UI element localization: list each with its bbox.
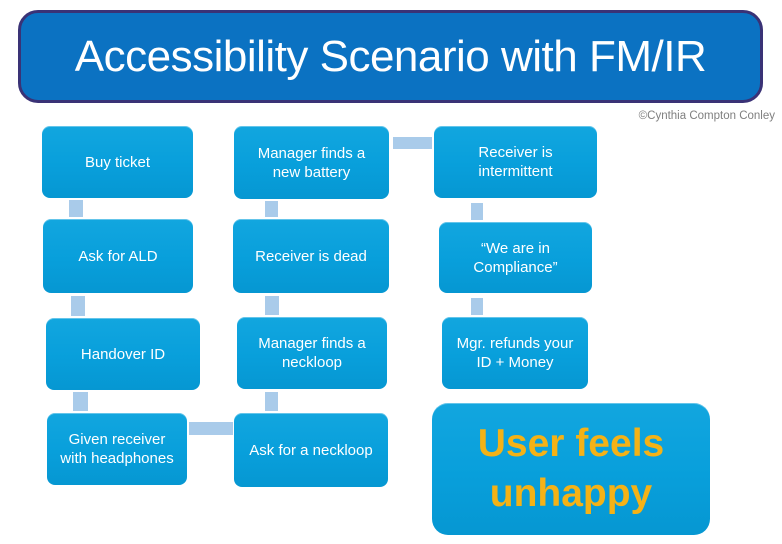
connector-col2-3-4 (265, 392, 278, 411)
flow-node-handover-id: Handover ID (46, 318, 200, 390)
node-label: Mgr. refunds your ID + Money (456, 335, 574, 371)
connector-col1-to-col2-bottom (189, 422, 233, 435)
node-label: Manager finds a new battery (257, 144, 366, 181)
node-label: Receiver is intermittent (478, 144, 553, 180)
node-label: Ask for a neckloop (249, 441, 373, 459)
flow-node-ask-for-neckloop: Ask for a neckloop (234, 413, 388, 487)
flow-node-buy-ticket: Buy ticket (42, 126, 193, 198)
connector-col3-2-3 (471, 298, 483, 315)
connector-col1-3-4 (73, 392, 88, 411)
connector-col2-to-col3-top (393, 137, 432, 149)
connector-col1-2-3 (71, 296, 85, 316)
flow-node-receiver-intermittent: Receiver is intermittent (434, 126, 597, 198)
title-banner: Accessibility Scenario with FM/IR (18, 10, 763, 103)
connector-col2-2-3 (265, 296, 279, 315)
flow-node-ask-for-ald: Ask for ALD (43, 219, 193, 293)
node-label: Buy ticket (84, 153, 151, 171)
flow-node-mgr-refunds: Mgr. refunds your ID + Money (442, 317, 588, 389)
node-label: Receiver is dead (255, 247, 367, 265)
flow-node-we-are-in-compliance: “We are in Compliance” (439, 222, 592, 293)
flow-node-user-feels-unhappy: User feels unhappy (432, 403, 710, 535)
slide-title: Accessibility Scenario with FM/IR (74, 31, 707, 81)
flow-node-receiver-is-dead: Receiver is dead (233, 219, 389, 293)
flow-node-given-receiver: Given receiver with headphones (47, 413, 187, 485)
node-label: Given receiver with headphones (60, 431, 174, 467)
connector-col2-1-2 (265, 201, 278, 217)
flow-node-manager-finds-neckloop: Manager finds a neckloop (237, 317, 387, 389)
node-label: Manager finds a neckloop (258, 335, 366, 371)
connector-col1-1-2 (69, 200, 83, 217)
node-label: Handover ID (80, 345, 166, 363)
node-label: Ask for ALD (78, 247, 158, 265)
connector-col3-1-2 (471, 203, 483, 220)
result-label: User feels unhappy (477, 422, 665, 515)
node-label: “We are in Compliance” (473, 239, 558, 276)
flow-node-manager-finds-battery: Manager finds a new battery (234, 126, 389, 199)
copyright-credit: ©Cynthia Compton Conley (638, 110, 775, 122)
